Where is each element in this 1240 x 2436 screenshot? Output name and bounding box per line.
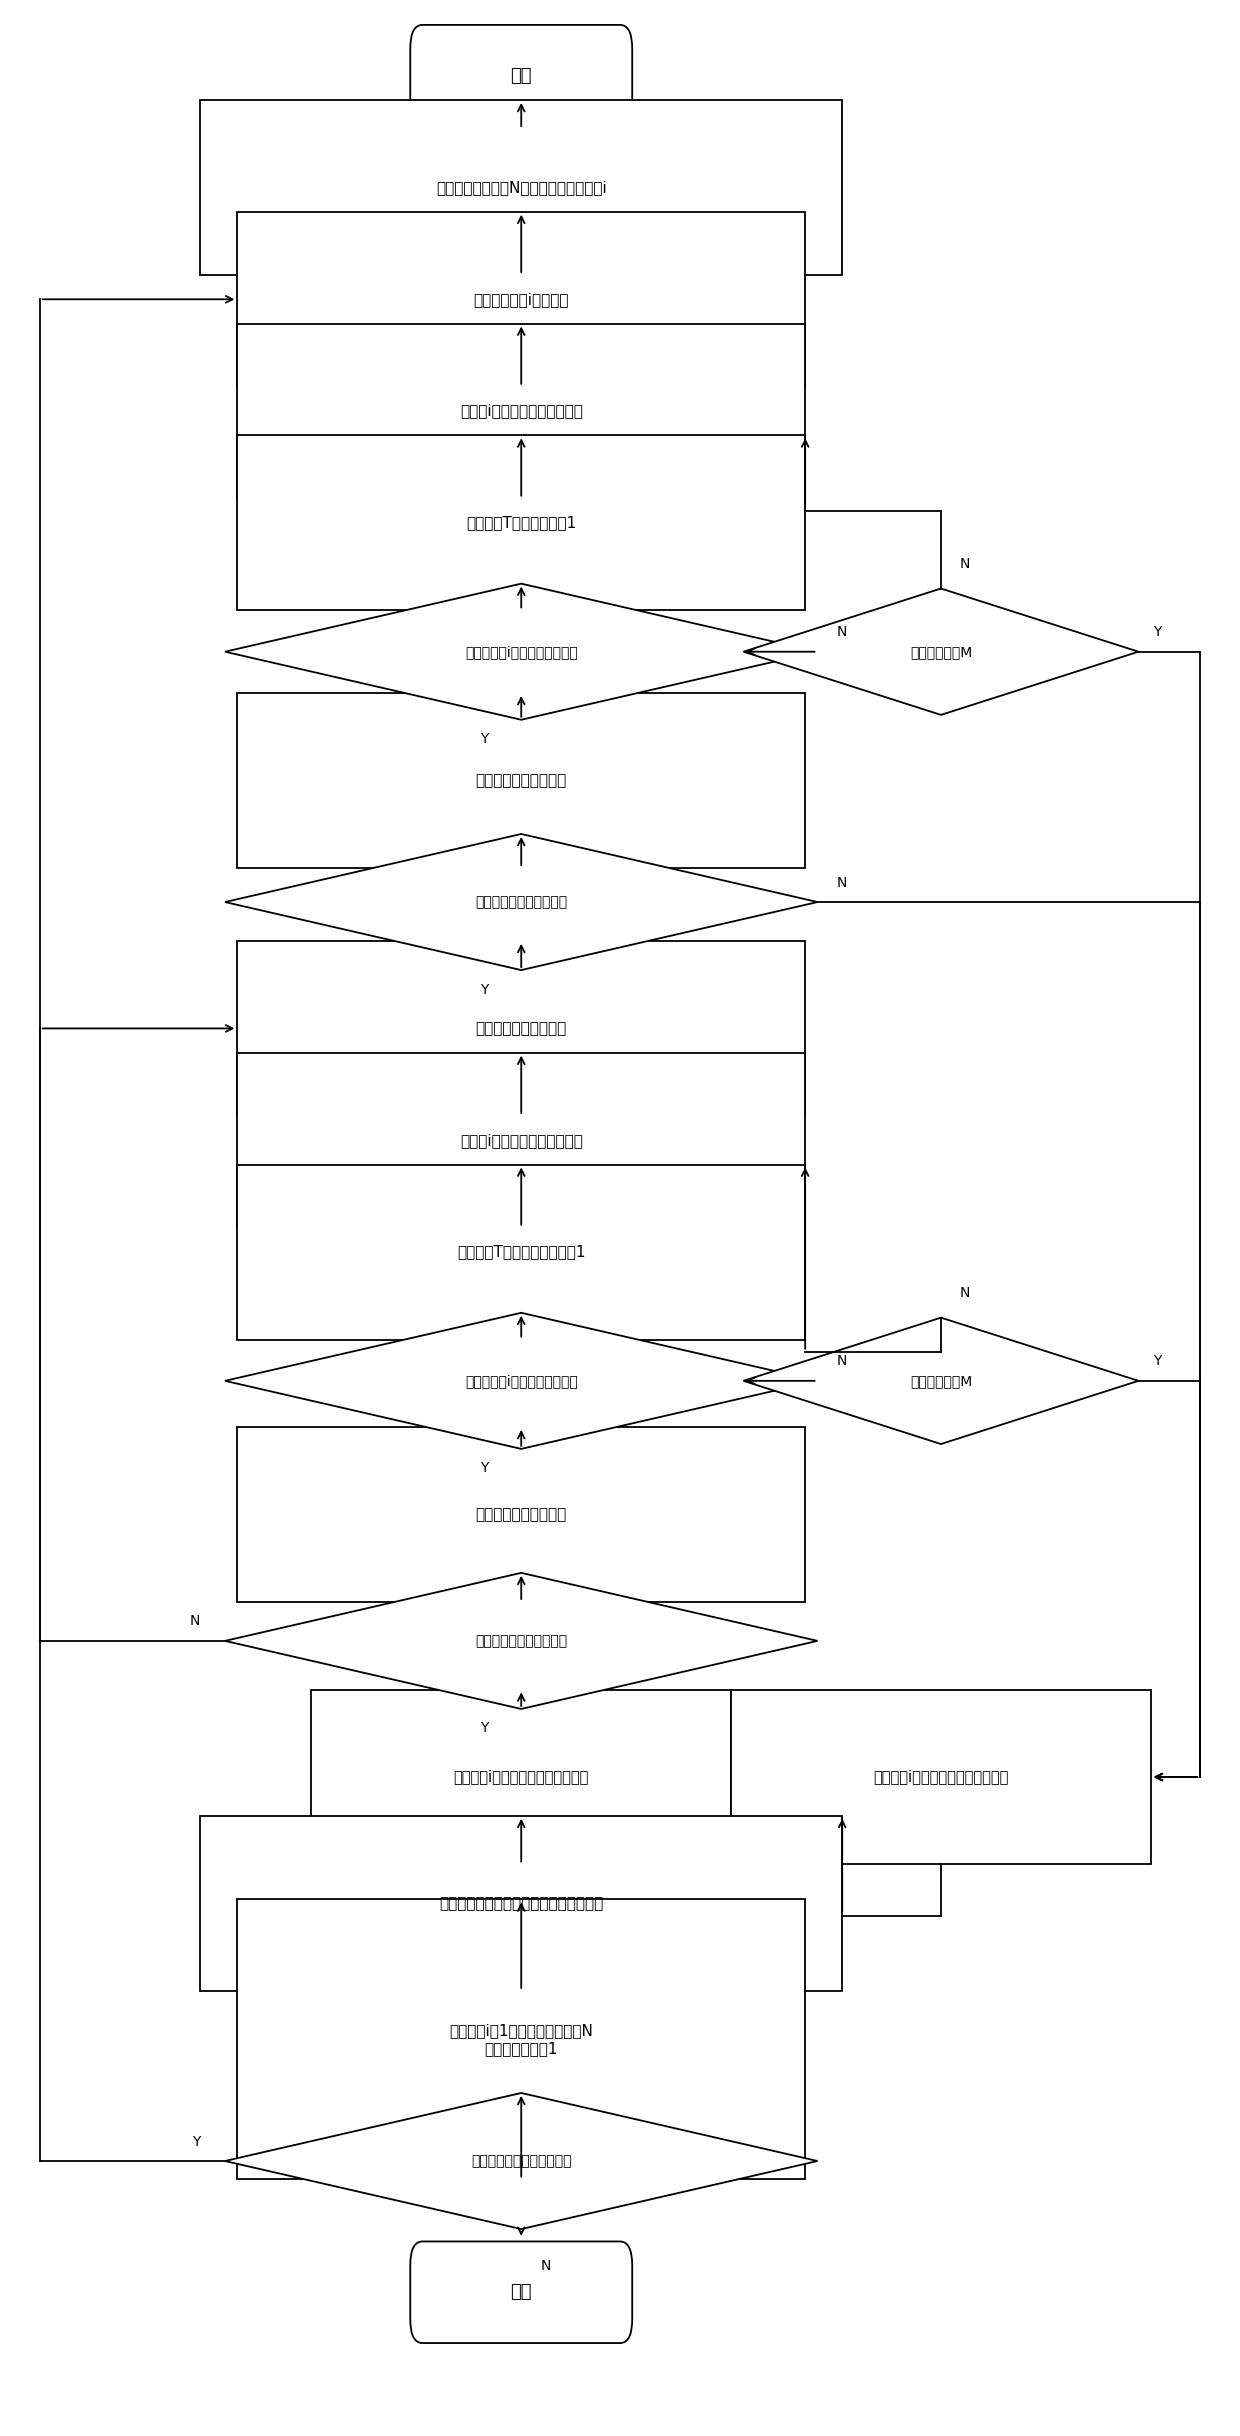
Text: Y: Y (192, 2134, 201, 2149)
Text: Y: Y (480, 1722, 489, 1734)
Text: Y: Y (1153, 626, 1161, 638)
Text: 向节点i发送版本加载请求消息: 向节点i发送版本加载请求消息 (460, 404, 583, 419)
Text: 加载节点计数小于网络规模: 加载节点计数小于网络规模 (471, 2153, 572, 2168)
Text: 等待次数大于M: 等待次数大于M (910, 1374, 972, 1389)
Text: 读取光纤节点i版本信息: 读取光纤节点i版本信息 (474, 292, 569, 307)
Text: 加载状态为需要进行加载: 加载状态为需要进行加载 (475, 894, 568, 909)
Bar (311, 1691, 732, 1864)
Bar (237, 1164, 805, 1340)
Text: 读取光纤节点版本数据: 读取光纤节点版本数据 (476, 1021, 567, 1035)
Polygon shape (744, 1318, 1138, 1445)
Bar (237, 1052, 805, 1228)
Text: 至少等待T时长，等待次数加1: 至少等待T时长，等待次数加1 (458, 1245, 585, 1259)
Text: 加载结果状态为加载完成: 加载结果状态为加载完成 (475, 1635, 568, 1647)
Polygon shape (224, 1313, 817, 1449)
FancyBboxPatch shape (410, 24, 632, 127)
Text: 版本加载响应消息解析: 版本加载响应消息解析 (476, 772, 567, 787)
Text: 版本数据响应消息处理: 版本数据响应消息处理 (476, 1508, 567, 1522)
Bar (237, 324, 805, 499)
Bar (237, 940, 805, 1116)
Bar (237, 692, 805, 867)
Text: Y: Y (480, 1462, 489, 1476)
Bar (201, 1815, 842, 1990)
Bar (237, 212, 805, 387)
Polygon shape (744, 590, 1138, 714)
Text: 设置光纤网络规模N，设置光纤节点编号i: 设置光纤网络规模N，设置光纤节点编号i (436, 180, 606, 195)
Text: 接收到节点i版本加载响应消息: 接收到节点i版本加载响应消息 (465, 646, 578, 658)
Bar (732, 1691, 1151, 1864)
Bar (237, 1427, 805, 1603)
Text: Y: Y (480, 982, 489, 996)
Text: 结束: 结束 (511, 2283, 532, 2302)
Text: 设置节点i版本加载结果为加载完成: 设置节点i版本加载结果为加载完成 (454, 1769, 589, 1786)
FancyBboxPatch shape (410, 2241, 632, 2343)
Bar (237, 1900, 805, 2180)
Polygon shape (224, 833, 817, 970)
Polygon shape (224, 585, 817, 719)
Text: N: N (960, 1286, 970, 1301)
Text: 记录加载结果信息，并显示加载结果信息: 记录加载结果信息，并显示加载结果信息 (439, 1895, 604, 1910)
Text: Y: Y (480, 733, 489, 745)
Text: 设置节点i版本加载结果为加载失败: 设置节点i版本加载结果为加载失败 (873, 1769, 1008, 1786)
Polygon shape (224, 2093, 817, 2229)
Polygon shape (224, 1574, 817, 1710)
Text: 节点编号i加1取模光纤网络规模N
加载节点计数加1: 节点编号i加1取模光纤网络规模N 加载节点计数加1 (449, 2024, 593, 2056)
Text: N: N (960, 558, 970, 570)
Text: 向节点i发送逐帧数据请求消息: 向节点i发送逐帧数据请求消息 (460, 1133, 583, 1147)
Text: N: N (541, 2258, 551, 2273)
Text: 接收到节点i版本数据响应消息: 接收到节点i版本数据响应消息 (465, 1374, 578, 1389)
Text: Y: Y (1153, 1354, 1161, 1369)
Text: 开始: 开始 (511, 66, 532, 85)
Text: N: N (837, 1354, 847, 1369)
Text: N: N (190, 1615, 201, 1627)
Text: 等待次数大于M: 等待次数大于M (910, 646, 972, 658)
Text: N: N (837, 875, 847, 889)
Text: 等待时长T，等待次数加1: 等待时长T，等待次数加1 (466, 516, 577, 531)
Bar (201, 100, 842, 275)
Bar (237, 436, 805, 611)
Text: N: N (837, 626, 847, 638)
